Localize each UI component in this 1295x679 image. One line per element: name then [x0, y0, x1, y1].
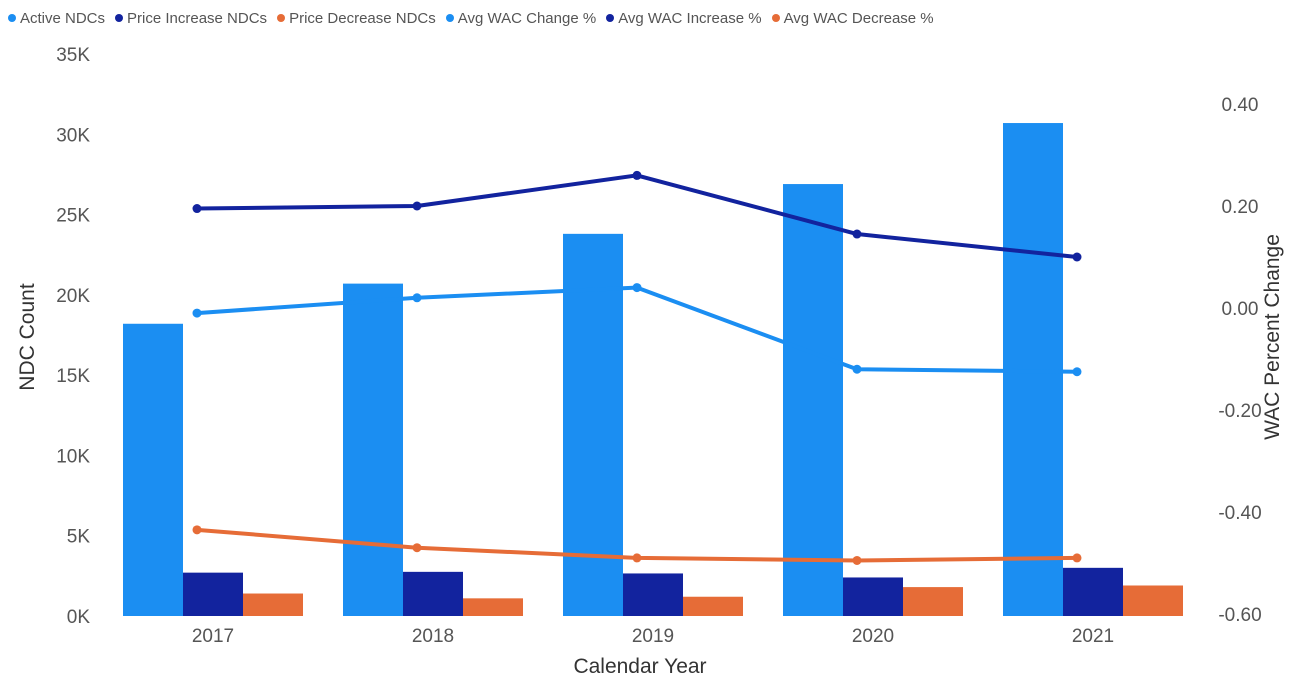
bar-price-increase-ndcs-2019: [623, 573, 683, 616]
legend-item-active-ndcs[interactable]: Active NDCs: [8, 10, 105, 27]
x-tick-label: 2019: [632, 626, 674, 647]
y2-tick-label: 0.00: [1222, 299, 1259, 320]
legend-swatch: [445, 14, 454, 22]
bar-active-ndcs-2018: [343, 283, 403, 616]
point-avg-wac-increase-2021: [1072, 252, 1082, 262]
y2-tick-label: -0.40: [1218, 503, 1261, 524]
legend-label: Active NDCs: [20, 9, 106, 27]
y-tick-label: 25K: [56, 206, 90, 227]
point-avg-wac-increase-2019: [632, 170, 642, 180]
point-avg-wac-change-2019: [632, 283, 642, 293]
legend-item-avg-wac-increase[interactable]: Avg WAC Increase %: [606, 9, 762, 27]
legend-swatch: [277, 14, 286, 22]
bar-price-decrease-ndcs-2020: [903, 587, 963, 616]
bar-active-ndcs-2019: [563, 233, 623, 616]
line-series-group: [192, 170, 1082, 565]
bar-price-increase-ndcs-2018: [403, 571, 463, 616]
point-avg-wac-decrease-2017: [192, 525, 202, 535]
point-avg-wac-change-2020: [852, 364, 862, 374]
point-avg-wac-decrease-2021: [1072, 553, 1082, 563]
legend-swatch: [771, 14, 780, 22]
point-avg-wac-decrease-2020: [852, 555, 862, 565]
bar-price-increase-ndcs-2021: [1063, 567, 1123, 616]
legend-label: Price Increase NDCs: [127, 9, 268, 27]
point-avg-wac-decrease-2019: [632, 553, 642, 563]
y-tick-label: 15K: [56, 366, 90, 387]
x-tick-label: 2018: [412, 626, 454, 647]
y2-tick-label: 0.20: [1222, 197, 1259, 218]
point-avg-wac-increase-2017: [192, 204, 202, 214]
line-avg-wac-change: [196, 285, 1078, 374]
x-axis-ticks: 2017 2018 2019 2020 2021: [192, 626, 1114, 647]
point-avg-wac-change-2018: [412, 293, 422, 303]
y-tick-label: 10K: [56, 446, 90, 467]
bar-active-ndcs-2017: [123, 323, 183, 616]
y2-tick-label: 0.40: [1222, 95, 1259, 116]
bar-price-decrease-ndcs-2017: [243, 593, 303, 616]
point-avg-wac-change-2021: [1072, 367, 1082, 377]
y-tick-label: 0K: [67, 607, 91, 628]
point-avg-wac-decrease-2018: [412, 543, 422, 553]
y-tick-label: 5K: [67, 527, 91, 548]
legend-label: Avg WAC Decrease %: [783, 9, 934, 27]
left-axis-ticks: 0K 5K 10K 15K 20K 25K 30K 35K: [56, 45, 90, 628]
bar-price-decrease-ndcs-2018: [463, 598, 523, 616]
bar-price-decrease-ndcs-2021: [1123, 585, 1183, 616]
y2-axis-label: WAC Percent Change: [1261, 234, 1284, 440]
legend-swatch: [8, 14, 16, 22]
line-avg-wac-increase: [196, 173, 1078, 259]
bar-active-ndcs-2020: [783, 184, 843, 616]
legend-item-price-increase-ndcs[interactable]: Price Increase NDCs: [115, 10, 267, 27]
chart-legend: Active NDCs Price Increase NDCs Price Decr…: [8, 6, 944, 30]
y2-tick-label: -0.60: [1218, 605, 1261, 626]
bar-price-decrease-ndcs-2019: [683, 596, 743, 616]
x-tick-label: 2017: [192, 626, 234, 647]
point-avg-wac-change-2017: [192, 308, 202, 318]
right-axis-ticks: -0.60 -0.40 -0.20 0.00 0.20 0.40: [1218, 95, 1261, 626]
x-axis-label: Calendar Year: [573, 655, 706, 678]
x-tick-label: 2021: [1072, 626, 1114, 647]
bar-price-increase-ndcs-2017: [183, 572, 243, 616]
legend-swatch: [606, 14, 615, 22]
point-avg-wac-increase-2018: [412, 201, 422, 211]
legend-item-avg-wac-change[interactable]: Avg WAC Change %: [445, 9, 597, 27]
y-axis-label: NDC Count: [16, 283, 39, 391]
y-tick-label: 20K: [56, 286, 90, 307]
legend-label: Price Decrease NDCs: [289, 9, 436, 27]
y2-tick-label: -0.20: [1218, 401, 1261, 422]
legend-swatch: [115, 14, 124, 22]
y-tick-label: 30K: [56, 125, 90, 146]
legend-item-avg-wac-decrease[interactable]: Avg WAC Decrease %: [771, 9, 934, 27]
bar-price-increase-ndcs-2020: [843, 577, 903, 616]
y-tick-label: 35K: [56, 45, 90, 66]
x-tick-label: 2020: [852, 626, 894, 647]
point-avg-wac-increase-2020: [852, 229, 862, 239]
legend-label: Avg WAC Change %: [457, 9, 597, 27]
legend-item-price-decrease-ndcs[interactable]: Price Decrease NDCs: [277, 10, 436, 27]
legend-label: Avg WAC Increase %: [618, 9, 762, 27]
